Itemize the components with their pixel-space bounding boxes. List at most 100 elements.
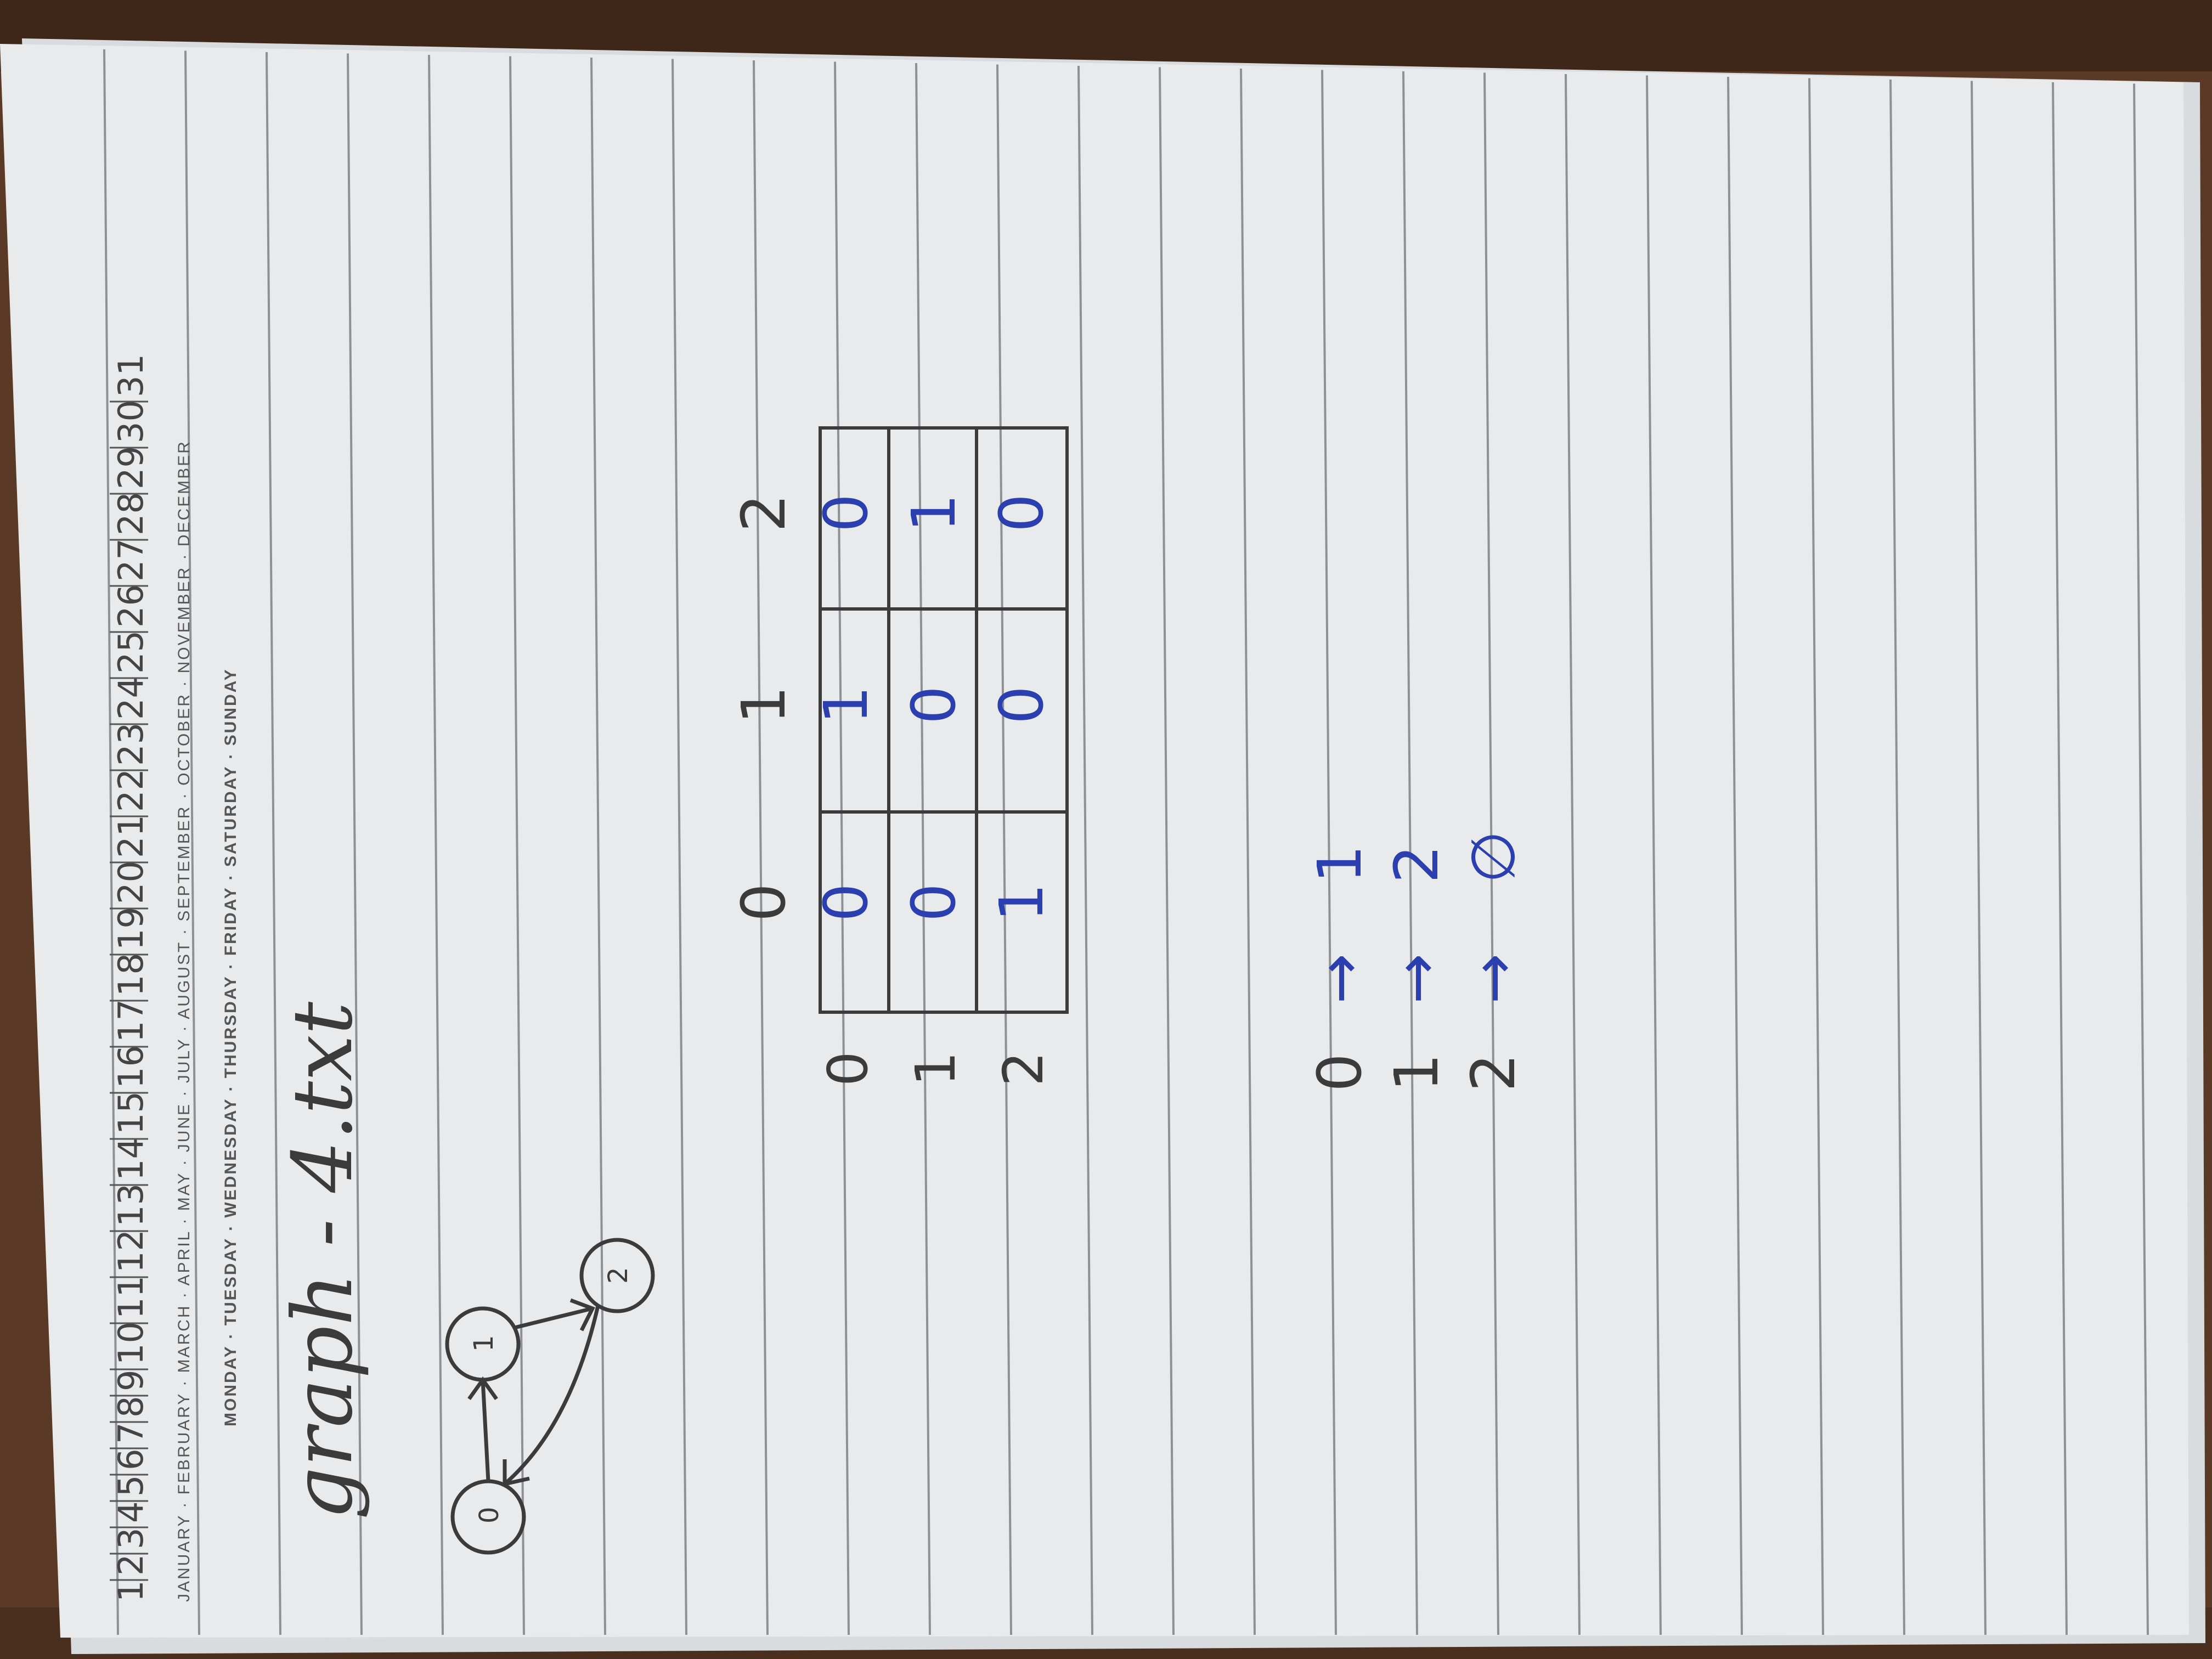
ruled-line — [103, 49, 119, 1635]
ruled-line — [1808, 78, 1824, 1635]
matrix-cell-value: 0 — [811, 883, 881, 922]
ruled-line — [1321, 70, 1337, 1635]
adjacency-from: 2 — [1458, 1053, 1528, 1092]
matrix-col-header: 1 — [729, 686, 799, 724]
calendar-day-number: 19 — [111, 907, 151, 950]
matrix-cell-value: 1 — [899, 494, 969, 532]
graph-edge-0-to-1 — [481, 1379, 490, 1482]
ruled-line — [347, 53, 363, 1635]
matrix-cell-value: 1 — [811, 686, 881, 724]
ruled-line — [1646, 75, 1662, 1635]
adjacency-to: ∅ — [1458, 831, 1528, 883]
matrix-col-header: 0 — [729, 883, 799, 922]
calendar-day-number: 7 — [111, 1423, 151, 1444]
matrix-row-header: 2 — [991, 1051, 1056, 1086]
calendar-day-number: 23 — [111, 723, 151, 766]
calendar-day-number: 16 — [111, 1045, 151, 1088]
calendar-day-number: 29 — [111, 446, 151, 489]
ruled-line — [996, 64, 1012, 1635]
ruled-line — [590, 57, 606, 1635]
matrix-cell-value: 1 — [986, 883, 1057, 922]
ruled-line — [2052, 82, 2068, 1635]
matrix-row-header: 1 — [904, 1051, 968, 1086]
ruled-line — [266, 52, 281, 1635]
ruled-line — [184, 50, 200, 1635]
calendar-day-number: 12 — [111, 1229, 151, 1273]
arrowhead-icon — [467, 1376, 498, 1401]
adjacency-list: 0 → 1 1 → 2 2 → ∅ — [1305, 831, 1528, 1092]
ruled-line — [2133, 83, 2149, 1635]
matrix-cell-value: 0 — [811, 494, 881, 532]
adjacency-to: 2 — [1381, 845, 1452, 883]
calendar-day-number: 3 — [111, 1528, 151, 1549]
calendar-days-row: 1234567891011121314151617181920212223242… — [110, 354, 151, 1602]
adjacency-to: 1 — [1305, 845, 1375, 883]
calendar-day-number: 4 — [111, 1502, 151, 1523]
calendar-weekdays-line: MONDAY · TUESDAY · WEDNESDAY · THURSDAY … — [222, 668, 240, 1426]
calendar-day-number: 6 — [111, 1449, 151, 1470]
calendar-day-number: 10 — [111, 1322, 151, 1365]
ruled-line — [1727, 76, 1743, 1635]
matrix-border — [819, 426, 1069, 1014]
notes-title: graph - 4.txt — [275, 1001, 371, 1520]
ruled-line — [753, 60, 769, 1635]
calendar-day-number: 13 — [111, 1183, 151, 1227]
graph-diagram — [445, 1238, 655, 1555]
adjacency-from: 0 — [1305, 1053, 1375, 1092]
graph-node-label: 1 — [469, 1335, 499, 1352]
calendar-months-line: JANUARY · FEBRUARY · MARCH · APRIL · MAY… — [175, 440, 193, 1602]
adjacency-from: 1 — [1381, 1053, 1452, 1092]
calendar-day-number: 24 — [111, 676, 151, 720]
ruled-line — [1971, 81, 1987, 1635]
ruled-line — [672, 59, 687, 1635]
calendar-day-number: 14 — [111, 1137, 151, 1181]
graph-edge-2-to-0 — [503, 1305, 600, 1486]
ruled-line — [1889, 79, 1905, 1635]
calendar-day-number: 31 — [111, 354, 151, 397]
matrix-cell-value: 0 — [986, 494, 1057, 532]
calendar-day-number: 1 — [111, 1581, 151, 1602]
calendar-day-number: 15 — [111, 1091, 151, 1135]
notebook-page-rotated: 1234567891011121314151617181920212223242… — [110, 354, 1528, 1602]
calendar-day-number: 18 — [111, 953, 151, 996]
ruled-line — [1077, 65, 1093, 1635]
ruled-line — [834, 61, 850, 1635]
adjacency-arrow: → — [1381, 953, 1452, 1004]
calendar-day-number: 28 — [111, 492, 151, 535]
ruled-line — [1240, 68, 1256, 1635]
matrix-cell-value: 0 — [986, 686, 1057, 724]
calendar-day-number: 17 — [111, 999, 151, 1042]
ruled-line — [1565, 74, 1581, 1635]
graph-edge-1-to-2 — [514, 1306, 593, 1330]
calendar-strip: 1234567891011121314151617181920212223242… — [110, 354, 240, 1602]
paper-sheet — [0, 44, 2189, 1638]
graph-node-2 — [579, 1238, 655, 1313]
graph-node-label: 2 — [603, 1267, 634, 1284]
calendar-day-number: 9 — [111, 1370, 151, 1391]
calendar-day-number: 20 — [111, 861, 151, 904]
calendar-day-number: 30 — [111, 400, 151, 443]
ruled-lines — [103, 49, 2149, 1635]
matrix-cell-value: 0 — [899, 883, 969, 922]
calendar-day-number: 5 — [111, 1475, 151, 1497]
ruled-line — [915, 63, 931, 1635]
calendar-day-number: 25 — [111, 630, 151, 674]
ruled-line — [1159, 67, 1175, 1635]
ruled-line — [1483, 72, 1499, 1635]
arrowhead-icon — [569, 1298, 595, 1331]
calendar-day-number: 27 — [111, 538, 151, 582]
ruled-line — [1402, 71, 1418, 1635]
matrix-cell-value: 0 — [899, 686, 969, 724]
calendar-day-number: 21 — [111, 815, 151, 858]
matrix-row-header: 0 — [816, 1051, 880, 1086]
adjacency-arrow: → — [1305, 953, 1375, 1004]
ruled-line — [509, 56, 525, 1635]
adjacency-arrow: → — [1458, 953, 1528, 1004]
calendar-day-number: 26 — [111, 584, 151, 628]
calendar-day-number: 2 — [111, 1554, 151, 1576]
graph-node-label: 0 — [474, 1506, 505, 1523]
calendar-day-number: 11 — [111, 1276, 151, 1319]
